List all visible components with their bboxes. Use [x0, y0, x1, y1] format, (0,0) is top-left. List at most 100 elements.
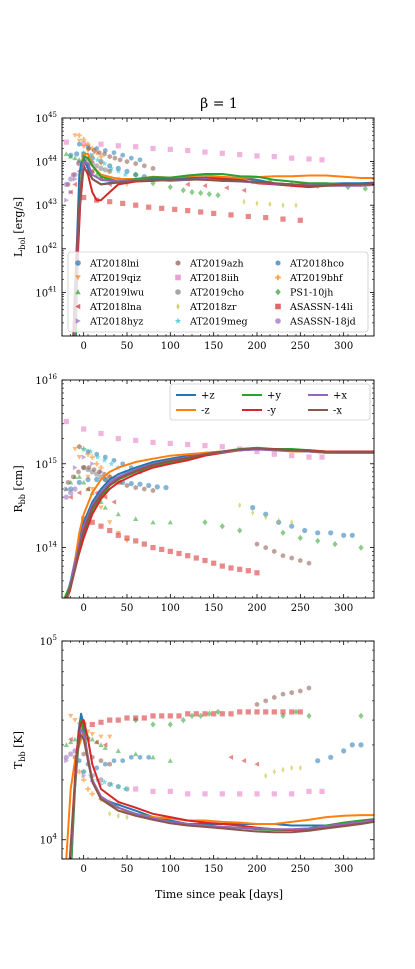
- data-point: [263, 215, 269, 221]
- lum-y-axis-label: Lbol [erg/s]: [12, 197, 27, 257]
- data-point: [133, 786, 139, 792]
- data-point: [180, 716, 186, 724]
- x-tick-label: 250: [291, 864, 310, 875]
- data-point: [215, 192, 221, 199]
- data-point: [103, 761, 108, 767]
- data-point: [141, 715, 147, 721]
- data-point: [72, 176, 78, 182]
- data-point: [101, 160, 108, 167]
- data-point: [224, 185, 229, 191]
- data-point: [137, 754, 143, 760]
- legend-marker: [175, 260, 181, 266]
- data-point: [297, 217, 303, 223]
- legend-objects: AT2018lni AT2019qiz AT2019lwu AT2018lna AT20…: [67, 251, 369, 333]
- data-point: [142, 486, 147, 492]
- data-point: [101, 457, 108, 463]
- legend-marker: [75, 260, 81, 266]
- data-point: [133, 751, 139, 757]
- y-tick-label: 1044: [35, 155, 57, 169]
- data-point: [112, 155, 118, 161]
- data-point: [85, 467, 91, 473]
- data-point: [81, 777, 87, 783]
- data-point: [107, 168, 113, 174]
- data-point: [129, 754, 134, 760]
- rad-plot-area: [63, 418, 374, 598]
- data-point: [72, 718, 78, 723]
- y-tick-label: 1045: [35, 111, 57, 125]
- model-line-x: [65, 447, 374, 598]
- x-tick-label: 200: [247, 341, 266, 352]
- data-point: [81, 773, 87, 779]
- rad-y-ticks: 1014 1015 1016: [35, 373, 374, 592]
- data-point: [102, 505, 108, 510]
- legend-marker: [275, 303, 281, 310]
- data-point: [72, 133, 78, 138]
- data-point: [68, 494, 73, 500]
- data-point: [189, 188, 195, 196]
- legend-marker: [75, 289, 81, 295]
- data-point: [219, 523, 225, 530]
- data-point: [85, 786, 91, 792]
- data-point: [289, 453, 295, 459]
- figure-title: β = 1: [200, 96, 238, 112]
- data-point: [180, 187, 186, 194]
- legend-marker: [275, 318, 281, 324]
- legend-marker: [175, 274, 181, 281]
- legend-label: +x: [333, 391, 347, 402]
- data-point: [102, 742, 108, 748]
- data-point: [90, 461, 95, 467]
- rad-panel: 0 50 100 150 200 250 300 1014 1015 1016 Rbb [cm] +z…: [12, 373, 375, 614]
- data-point: [72, 736, 78, 742]
- data-point: [68, 176, 74, 182]
- y-tick-label: 104: [40, 833, 58, 847]
- data-point: [297, 709, 303, 715]
- data-point: [68, 713, 74, 719]
- data-point: [167, 758, 173, 763]
- x-tick-label: 150: [204, 603, 223, 614]
- data-point: [63, 742, 69, 747]
- data-point: [102, 167, 108, 173]
- data-point: [89, 454, 95, 460]
- data-point: [254, 153, 260, 159]
- data-point: [115, 168, 122, 174]
- data-point: [81, 426, 87, 432]
- data-point: [85, 474, 91, 480]
- data-point: [290, 519, 294, 526]
- data-point: [133, 516, 139, 521]
- model-line-x: [68, 733, 374, 859]
- data-point: [328, 530, 334, 536]
- data-point: [319, 454, 325, 460]
- y-tick-label: 1041: [35, 285, 57, 299]
- legend-marker: [275, 274, 281, 281]
- data-point: [306, 454, 312, 460]
- data-point: [124, 168, 130, 174]
- data-point: [115, 436, 121, 442]
- data-point: [167, 183, 173, 191]
- legend-label: AT2018lni: [89, 259, 139, 270]
- data-point: [115, 532, 121, 538]
- legend-marker: [75, 275, 81, 281]
- data-point: [272, 694, 277, 700]
- y-tick-label: 105: [40, 634, 57, 648]
- data-point: [107, 154, 112, 160]
- data-point: [150, 487, 156, 494]
- data-point: [81, 751, 86, 757]
- temp-x-ticks: 0 50 100 150 200 250 300: [61, 641, 375, 875]
- data-point: [63, 494, 69, 500]
- data-point: [280, 709, 286, 715]
- data-point: [332, 540, 338, 548]
- data-point: [159, 546, 165, 552]
- data-point: [211, 210, 217, 216]
- data-point: [150, 713, 156, 719]
- data-point: [98, 165, 104, 171]
- data-point: [81, 454, 87, 460]
- data-point: [280, 691, 286, 697]
- data-point: [185, 208, 191, 214]
- data-point: [72, 465, 78, 471]
- series-at2018iih: [133, 786, 325, 797]
- data-point: [198, 209, 204, 215]
- data-point: [289, 523, 295, 529]
- legend-marker: [275, 260, 281, 266]
- data-point: [76, 132, 82, 138]
